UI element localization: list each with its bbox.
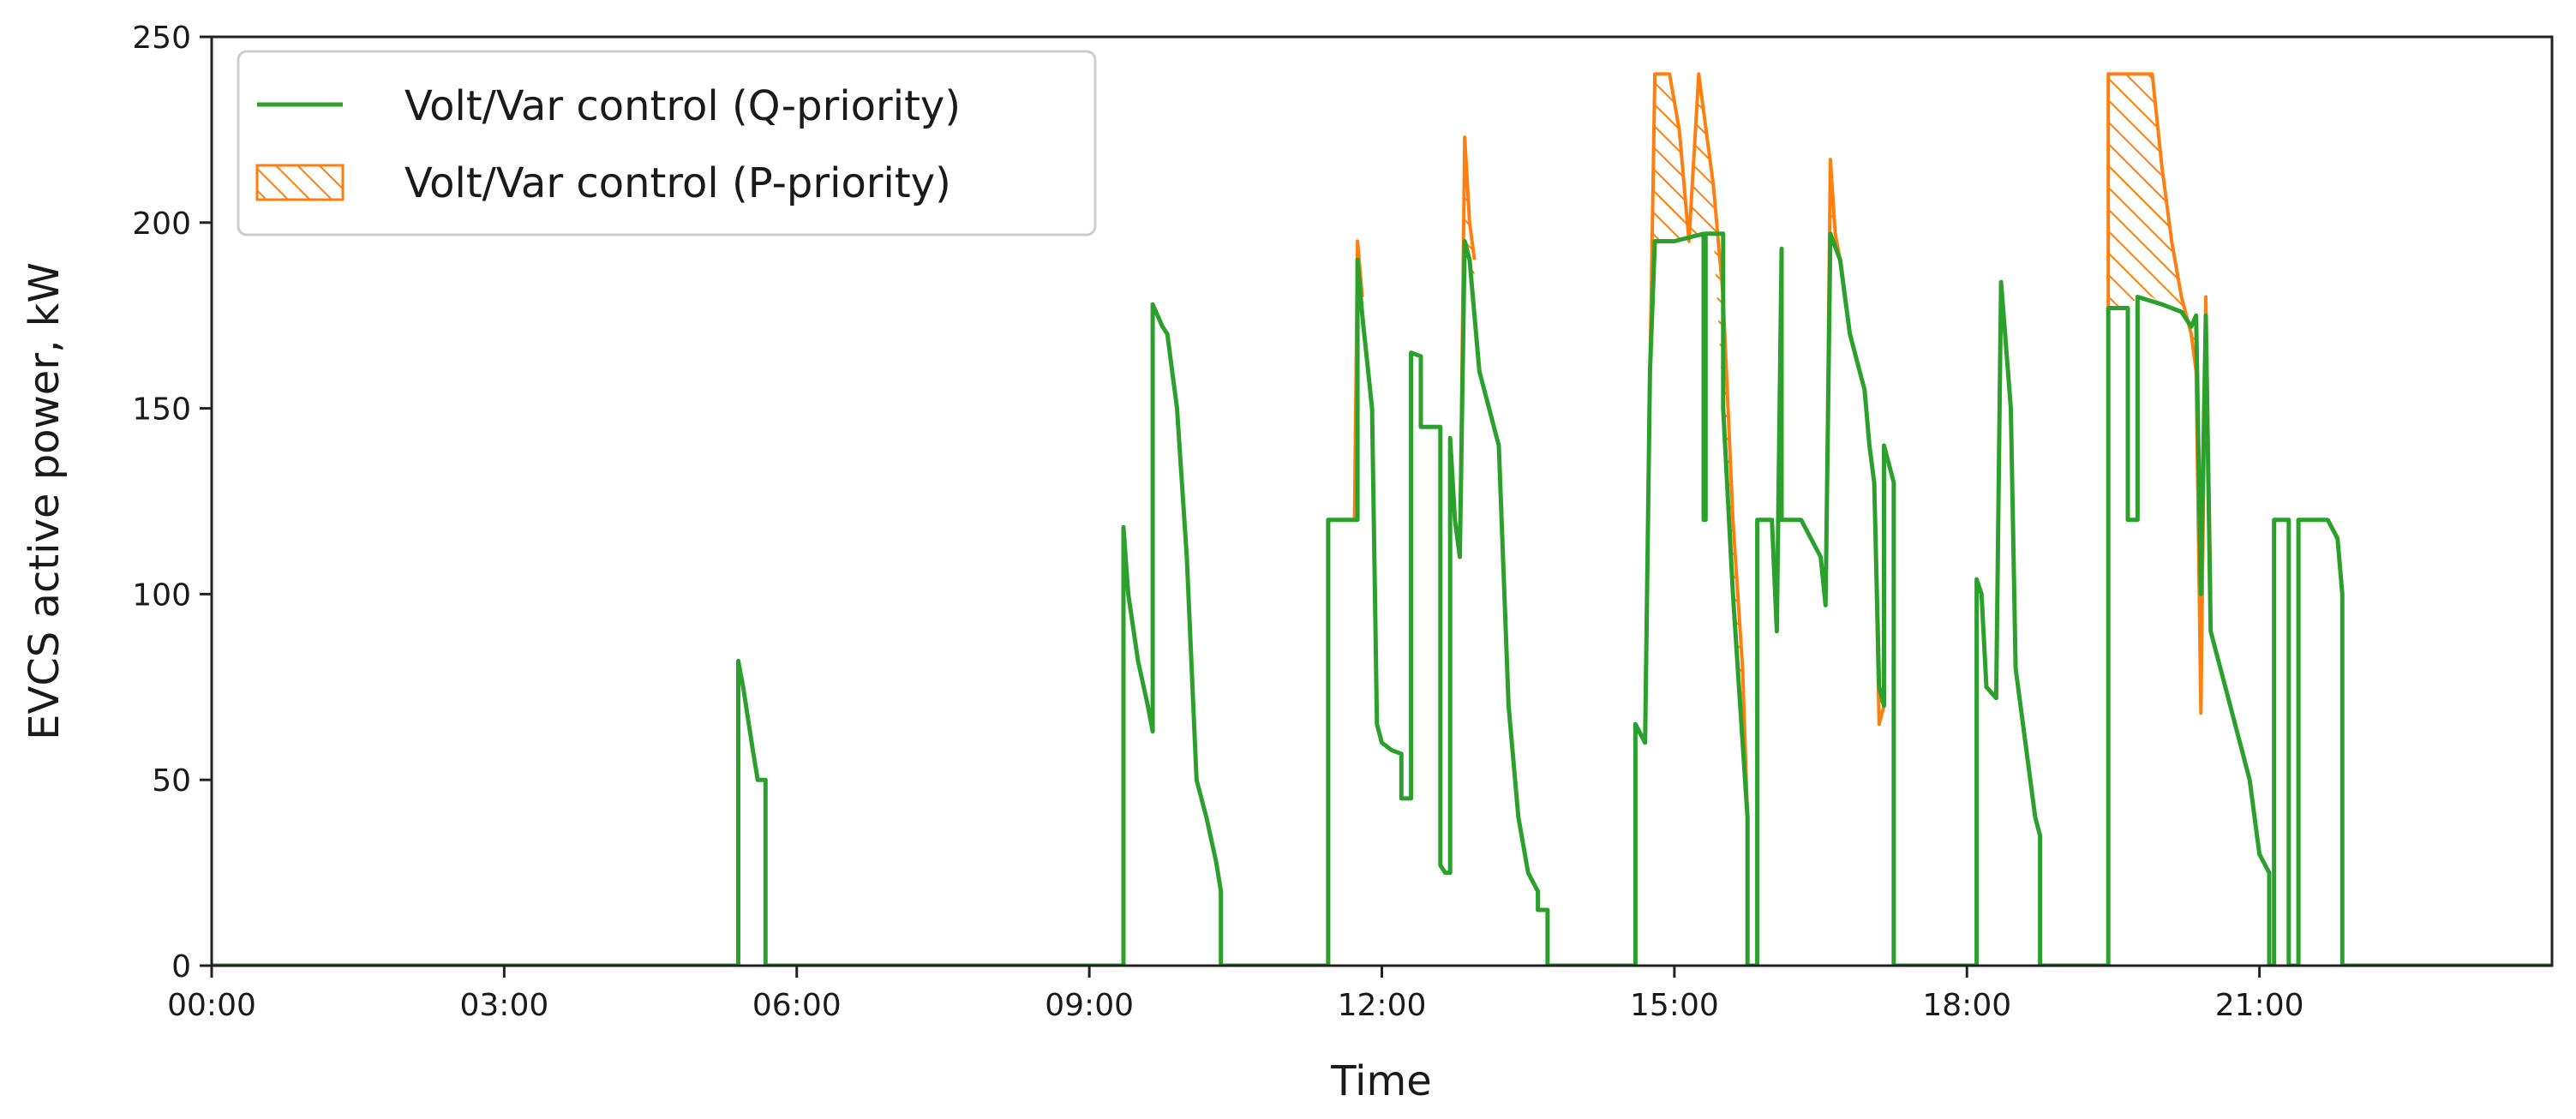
y-tick-label: 0 [171,949,191,984]
y-tick-label: 100 [132,577,191,613]
legend: Volt/Var control (Q-priority) Volt/Var c… [237,50,1097,236]
x-tick-label: 12:00 [1338,988,1427,1023]
y-tick-label: 250 [132,21,191,56]
p-priority-region-5 [2108,74,2211,714]
x-tick-label: 18:00 [1922,988,2011,1023]
p-priority-edge-2 [1648,72,1750,817]
legend-swatch-p-priority [255,164,344,201]
y-tick-label: 200 [132,206,191,242]
y-axis: 0 50 100 150 200 250 [132,21,212,984]
legend-label-p-priority: Volt/Var control (P-priority) [404,159,951,207]
legend-box [237,50,1097,236]
x-tick-label: 09:00 [1045,988,1134,1023]
p-priority-edge-5 [2106,72,2213,715]
series-layer [212,72,2552,966]
x-tick-label: 00:00 [167,988,256,1023]
x-tick-label: 15:00 [1630,988,1719,1023]
q-priority-line [212,231,2552,966]
legend-label-q-priority: Volt/Var control (Q-priority) [404,82,961,130]
y-axis-title: EVCS active power, kW [21,262,69,740]
x-tick-label: 03:00 [460,988,549,1023]
y-tick-label: 50 [152,763,191,799]
x-tick-label: 21:00 [2215,988,2304,1023]
x-tick-label: 06:00 [752,988,842,1023]
y-tick-label: 150 [132,392,191,428]
x-axis-title: Time [1330,1057,1431,1105]
x-axis: 00:00 03:00 06:00 09:00 12:00 15:00 18:00 21:00 [167,966,2304,1023]
